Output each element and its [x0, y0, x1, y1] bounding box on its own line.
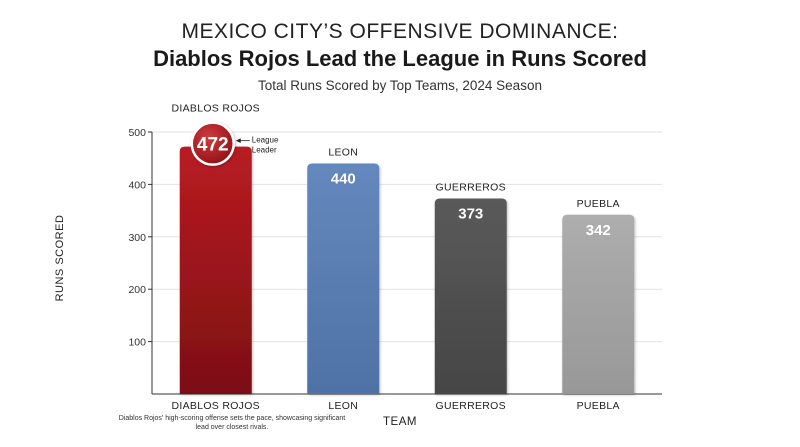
leader-badge [190, 121, 235, 166]
bar-value-label: 472 [197, 135, 229, 156]
bar-diablos-rojos [179, 146, 252, 394]
chart-title-line2: Diablos Rojos Lead the League in Runs Sc… [153, 46, 647, 71]
bar-value-label: 342 [586, 222, 611, 239]
bar-top-label: PUEBLA [577, 198, 620, 210]
bar-guerreros [434, 198, 507, 394]
y-tick-label: 500 [128, 127, 146, 139]
bar-top-label: LEON [328, 146, 358, 158]
bar-top-label: DIABLOS ROJOS [171, 103, 260, 115]
x-axis-label: TEAM [383, 416, 417, 428]
y-tick-label: 200 [128, 284, 146, 296]
annotation-line1: League [252, 136, 279, 145]
bar-leon [307, 163, 380, 394]
x-tick-label: GUERREROS [436, 400, 506, 412]
bar-top-label: GUERREROS [436, 182, 506, 194]
x-tick-label: LEON [328, 400, 358, 412]
y-tick-label: 300 [128, 232, 146, 244]
annotation-line2: Leader [252, 146, 277, 155]
chart-subtitle: Total Runs Scored by Top Teams, 2024 Sea… [258, 78, 542, 93]
chart-title-line1: MEXICO CITY’S OFFENSIVE DOMINANCE: [181, 20, 619, 43]
x-tick-label: DIABLOS ROJOS [171, 400, 260, 412]
footnote: Diablos Rojos' high-scoring offense sets… [118, 415, 346, 431]
y-tick-label: 400 [128, 179, 146, 191]
bar-puebla [562, 214, 635, 394]
x-tick-label: PUEBLA [577, 400, 620, 412]
y-tick-label: 100 [128, 337, 146, 349]
bar-value-label: 373 [458, 206, 483, 223]
bar-value-label: 440 [331, 170, 356, 187]
